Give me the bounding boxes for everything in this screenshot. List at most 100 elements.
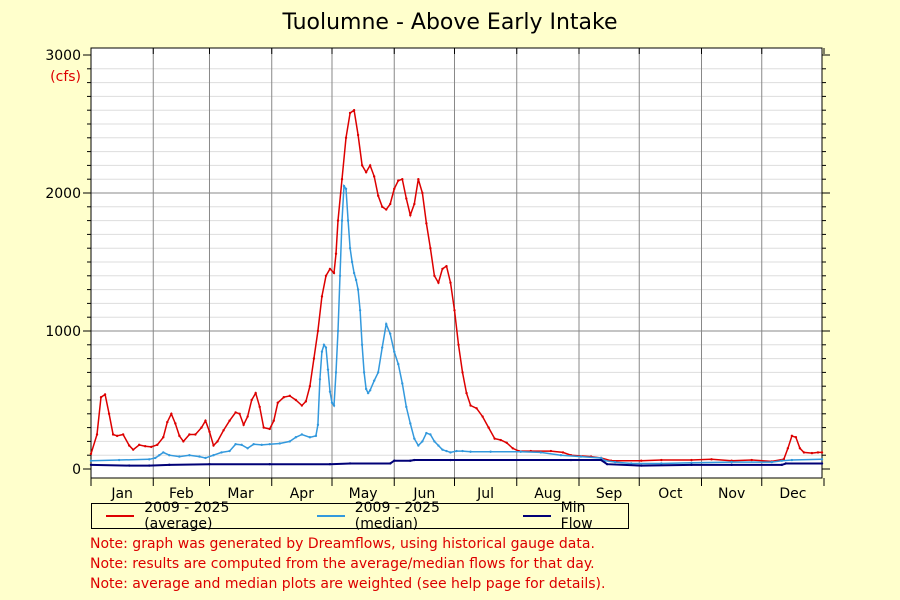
series-point-0 [174,422,177,425]
series-point-1 [228,449,231,453]
series-point-0 [393,187,396,191]
series-point-0 [798,447,802,450]
series-point-2 [640,464,643,467]
series-point-2 [208,462,211,466]
series-point-1 [338,274,342,277]
series-point-0 [690,458,693,462]
series-point-0 [103,393,107,396]
series-point-0 [212,444,215,447]
series-point-1 [148,458,151,461]
series-point-1 [158,454,161,457]
series-point-0 [95,433,99,436]
series-point-0 [487,426,490,429]
series-point-0 [258,405,261,409]
series-point-0 [300,404,304,407]
series-point-1 [154,456,157,460]
legend-swatch-median [316,515,345,517]
series-point-1 [469,450,472,453]
series-point-0 [208,430,211,433]
series-point-0 [348,111,352,115]
series-point-0 [182,440,185,443]
x-tick-label: Apr [290,486,314,502]
series-point-0 [250,398,253,402]
series-point-1 [441,448,444,451]
series-point-1 [445,449,448,453]
series-point-1 [314,434,318,438]
series-point-0 [272,419,275,422]
series-point-0 [111,433,115,436]
series-point-1 [240,443,243,447]
series-point-0 [413,202,416,206]
x-tick-label: Nov [718,486,745,502]
series-point-1 [409,422,412,425]
x-tick-label: Jan [110,486,133,502]
series-point-0 [461,371,464,374]
legend-swatch-min-flow [522,515,551,517]
notes: Note: graph was generated by Dreamflows,… [90,534,605,594]
series-point-1 [393,350,396,353]
series-point-2 [127,464,131,467]
series-point-0 [162,436,165,439]
series-point-1 [820,458,824,461]
series-point-0 [234,411,237,414]
series-point-2 [690,463,693,467]
series-point-0 [421,191,424,195]
series-point-0 [288,394,292,398]
legend-item-median: 2009 - 2025 (median) [316,500,499,532]
series-point-0 [336,219,340,222]
series-point-1 [336,329,340,333]
series-point-1 [294,436,298,439]
series-point-1 [630,462,633,465]
series-point-0 [710,458,713,461]
series-point-0 [178,434,181,438]
series-point-0 [465,391,468,395]
series-point-0 [469,404,472,407]
series-point-0 [308,385,312,388]
series-point-0 [89,452,93,456]
series-point-1 [320,350,324,353]
x-tick-label: Mar [227,486,254,502]
series-point-0 [127,444,131,447]
series-point-0 [99,396,103,399]
series-point-0 [786,447,790,450]
series-point-0 [304,400,308,403]
series-point-0 [334,252,338,255]
plot-frame [90,47,823,479]
x-tick-label: Dec [779,486,806,502]
series-line-2 [90,459,822,467]
series-point-0 [660,458,663,462]
series-point-0 [493,437,496,440]
legend-item-average: 2009 - 2025 (average) [106,500,293,532]
x-tick-label: Feb [169,486,194,502]
series-point-1 [198,455,201,458]
series-point-1 [342,184,346,188]
series-point-0 [475,407,478,410]
series-point-0 [242,423,245,427]
series-point-0 [262,426,265,429]
x-tick-label: Jul [476,486,494,502]
series-point-1 [346,219,350,222]
series-point-0 [376,194,380,197]
series-point-0 [144,445,147,448]
series-point-1 [613,460,617,464]
series-point-1 [288,440,292,443]
series-point-0 [457,343,460,346]
y-tick-label: 0 [72,462,81,478]
series-point-1 [326,368,330,371]
series-point-1 [330,401,334,404]
series-point-1 [162,451,165,454]
series-point-1 [579,455,583,458]
series-point-1 [449,451,452,454]
x-tick-label: Aug [534,486,561,502]
note-line: Note: average and median plots are weigh… [90,576,606,592]
series-point-0 [328,267,332,271]
series-point-0 [254,391,257,395]
y-tick-label: 2000 [45,186,81,202]
series-point-0 [372,175,376,178]
series-point-0 [385,208,388,211]
series-point-0 [445,264,448,268]
series-point-0 [397,179,400,182]
series-point-1 [350,260,354,264]
series-point-2 [413,458,416,462]
series-point-0 [640,459,643,462]
